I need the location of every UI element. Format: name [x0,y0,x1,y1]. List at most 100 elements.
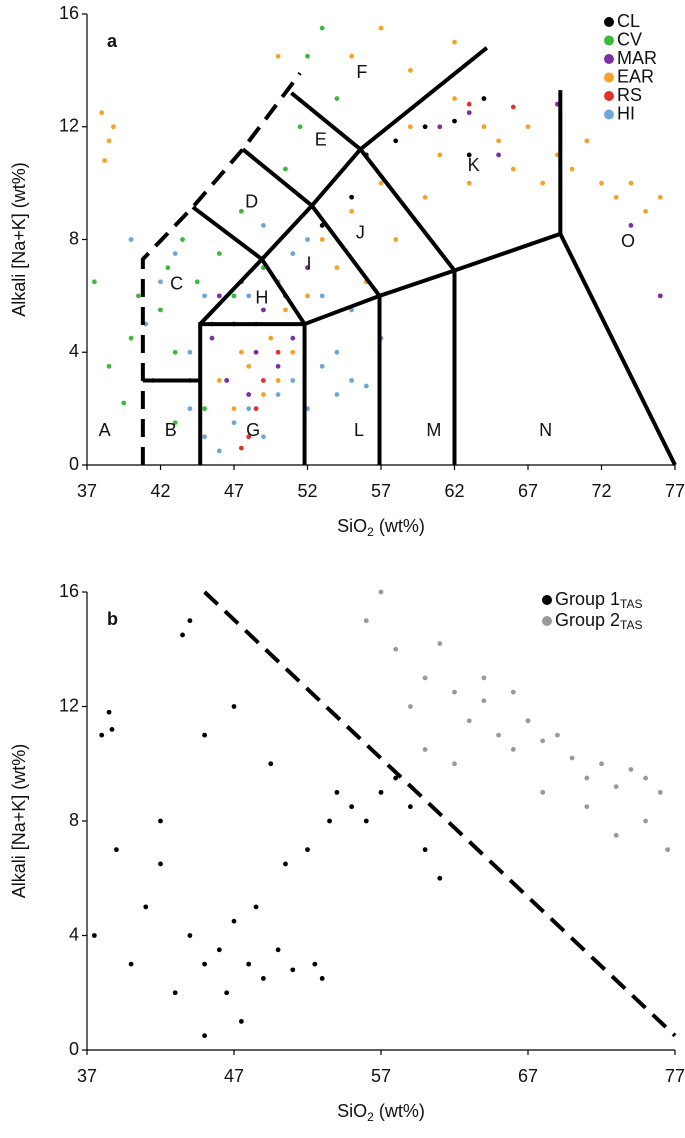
data-point [319,363,325,369]
data-point [231,704,237,709]
data-point [437,641,443,646]
data-point [187,933,193,938]
data-point [187,349,193,355]
data-point [158,279,163,285]
data-point [657,194,663,200]
data-point [349,804,354,810]
data-point [452,39,457,45]
data-point [378,589,384,595]
data-point [540,738,546,744]
data-point [246,392,252,397]
data-point [246,363,252,369]
y-axis-label: Alkali [Na+K] (wt%) [9,744,29,899]
y-tick-label: 0 [69,454,79,474]
data-point [569,755,575,761]
data-point [91,933,97,938]
data-point [334,349,340,355]
x-tick-label: 72 [591,481,611,501]
data-point [202,434,208,440]
data-point [613,832,619,838]
field-label: E [315,130,327,150]
legend-label: MAR [617,48,657,68]
field-label: N [539,420,552,440]
data-point [106,138,112,144]
data-point [216,378,222,383]
legend-label: EAR [617,66,654,86]
data-point [613,784,619,790]
legend-label-text: Group 1 [555,589,620,609]
legend-label-text: CL [617,11,640,31]
data-point [540,789,546,795]
data-point [327,818,332,824]
data-point [246,961,252,967]
data-point [268,761,274,767]
data-point [102,158,108,163]
x-axis-label-sub: 2 [367,1110,374,1124]
x-axis-label: SiO2 (wt%) [337,516,425,539]
data-point [334,96,340,101]
data-point [305,265,310,271]
data-point [378,789,384,795]
data-point [202,961,208,967]
y-tick-label: 16 [59,3,79,23]
data-point [275,378,281,383]
legend-label-text: CV [617,29,642,49]
data-point [363,383,369,389]
data-point [180,632,185,638]
legend-marker [604,91,614,101]
data-point [194,279,200,285]
data-point [283,166,288,172]
data-point [224,378,230,383]
data-point [349,53,354,59]
data-point [143,904,149,910]
field-label: L [354,420,364,440]
y-tick-label: 16 [59,581,79,601]
x-tick-label: 57 [371,481,391,501]
field-boundary [241,147,382,465]
data-point [319,25,325,31]
data-point [510,104,516,110]
x-tick-label: 37 [77,481,97,501]
data-point [363,818,369,824]
data-point [643,818,648,824]
data-point [290,378,296,383]
data-point [231,918,237,924]
data-point [319,293,325,299]
data-point [231,293,237,299]
data-point [378,25,384,31]
data-point [378,180,384,186]
data-point [275,392,281,397]
data-point [202,293,208,299]
data-point [238,349,244,355]
y-tick-label: 12 [59,116,79,136]
x-tick-label: 77 [665,1066,685,1086]
x-axis-label-text: SiO [337,1101,367,1121]
field-label: M [426,420,441,440]
data-point [136,293,141,299]
data-point [452,118,457,124]
data-point [106,363,112,369]
x-tick-label: 52 [297,481,317,501]
data-point [180,237,185,242]
x-axis-label-text: SiO [337,516,367,536]
legend-label-text: RS [617,85,642,105]
data-point [128,335,134,341]
data-point [466,101,472,107]
field-label: J [356,223,365,243]
data-point [319,237,325,242]
y-axis-label: Alkali [Na+K] (wt%) [9,162,29,317]
legend-label-text: MAR [617,48,657,68]
data-point [452,761,457,767]
legend-label-text: Group 2 [555,610,620,630]
field-label: A [99,420,111,440]
data-point [408,804,413,810]
field-label: C [170,273,183,293]
data-point [253,406,259,412]
data-point [422,194,428,200]
data-point [510,689,516,695]
data-point [172,349,178,355]
data-point [422,124,428,130]
data-point [437,152,443,158]
data-point [349,194,354,200]
field-label: H [255,287,268,307]
